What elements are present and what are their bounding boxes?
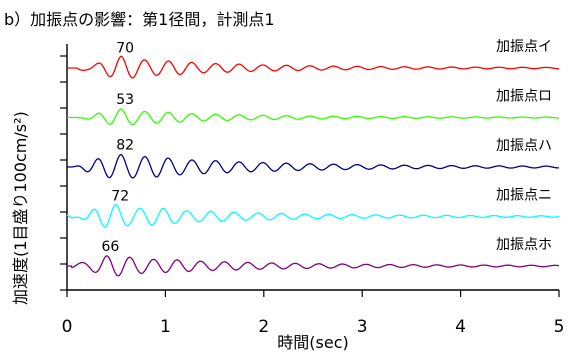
traces <box>66 55 560 277</box>
peak-value-label: 70 <box>116 40 134 56</box>
x-tick-label: 3 <box>357 317 368 337</box>
chart-title: b）加振点の影響：第1径間，計測点1 <box>4 10 275 29</box>
x-axis-title: 時間(sec) <box>277 333 348 352</box>
trace-line <box>66 204 560 228</box>
axes: 0 1 2 3 4 5 <box>60 44 564 337</box>
trace-line <box>67 153 560 179</box>
x-tick-label: 4 <box>455 317 466 337</box>
trace-label: 加振点イ <box>496 39 552 55</box>
peak-value-label: 72 <box>111 189 129 205</box>
x-tick-label: 1 <box>160 317 171 337</box>
trace-labels: 加振点イ 70 加振点ロ 53 加振点ハ 82 加振点ニ 72 加振点ホ 66 <box>101 39 552 255</box>
trace-line <box>67 55 560 79</box>
x-tick-label: 2 <box>258 317 269 337</box>
x-tick-label: 0 <box>62 317 73 337</box>
y-axis-title: 加速度(1目盛り100cm/s²) <box>11 111 30 305</box>
trace-line <box>67 108 560 126</box>
trace-line <box>67 255 560 277</box>
trace-label: 加振点ハ <box>496 138 552 154</box>
peak-value-label: 82 <box>116 138 134 154</box>
x-tick-label: 5 <box>554 317 565 337</box>
trace-label: 加振点ホ <box>496 237 552 253</box>
trace-label: 加振点ニ <box>496 188 552 204</box>
peak-value-label: 66 <box>101 239 119 255</box>
peak-value-label: 53 <box>116 92 134 108</box>
trace-label: 加振点ロ <box>496 89 552 105</box>
